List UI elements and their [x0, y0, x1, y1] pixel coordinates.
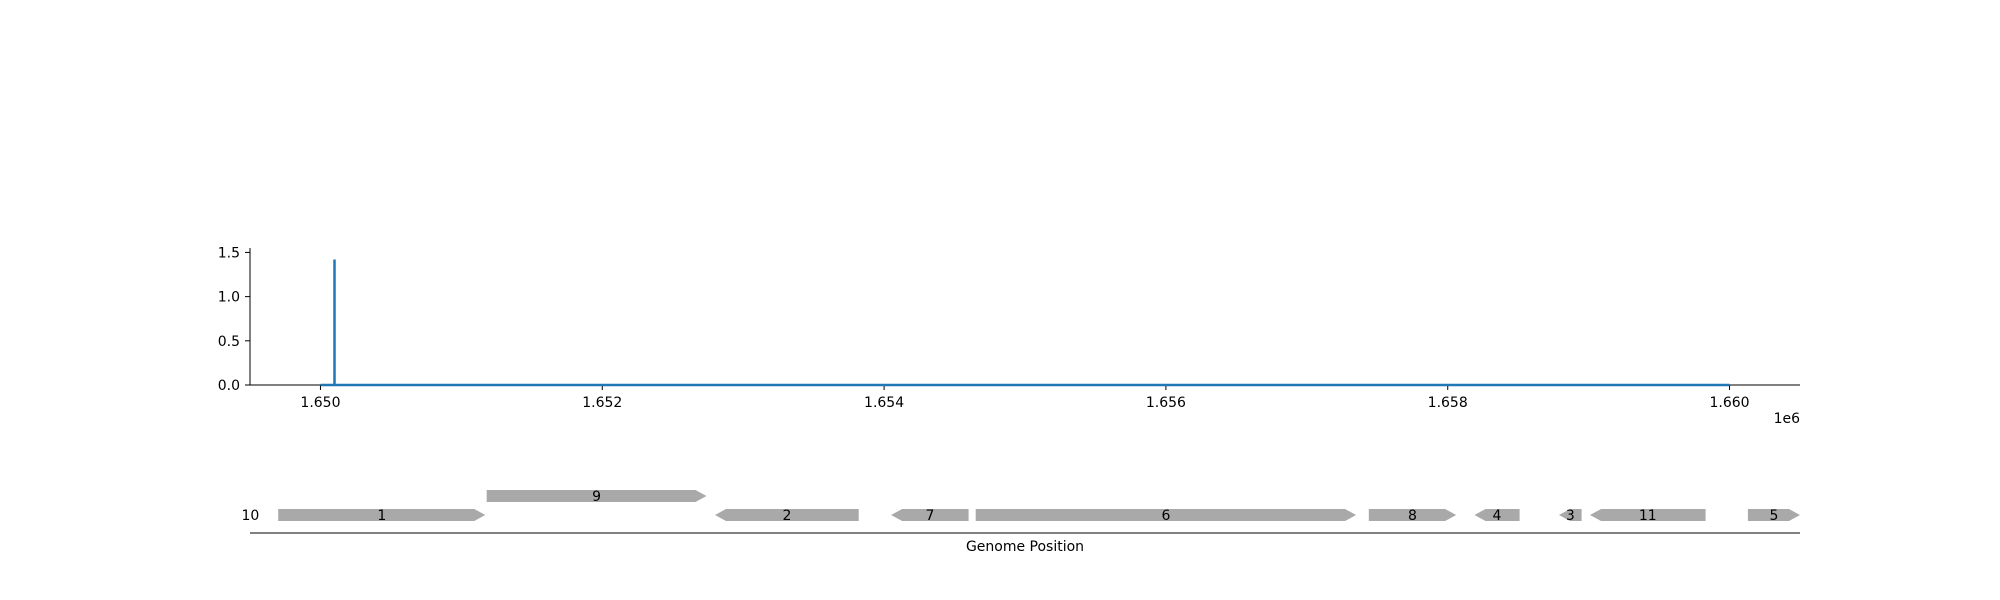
x-tick-label: 1.660 — [1709, 395, 1749, 411]
y-tick-label: 0.0 — [218, 378, 240, 394]
gene-feature-arrow — [1747, 509, 1800, 521]
gene-track: 10 1 9 2 7 6 8 4 3 11 5 Genome Position — [241, 489, 1800, 555]
x-axis-label: Genome Position — [966, 539, 1084, 555]
x-tick-label: 1.656 — [1146, 395, 1186, 411]
features-layer: 10 1 9 2 7 6 8 4 3 11 5 — [241, 489, 1800, 524]
x-tick-label: 1.658 — [1428, 395, 1468, 411]
y-tick-label: 1.0 — [218, 290, 240, 306]
gene-feature-label: 3 — [1566, 508, 1575, 524]
y-tick-label: 1.5 — [218, 245, 240, 261]
gene-feature-arrow — [891, 509, 969, 521]
gene-feature-arrow — [278, 509, 486, 521]
gene-feature-label: 9 — [592, 489, 601, 505]
gene-feature-label: 6 — [1161, 508, 1170, 524]
gene-feature-label: 11 — [1639, 508, 1657, 524]
gene-feature-arrow — [1559, 509, 1582, 521]
x-offset-label: 1e6 — [1774, 411, 1801, 427]
gene-feature-label: 8 — [1408, 508, 1417, 524]
gene-feature-label: 10 — [241, 508, 259, 524]
gene-feature-label: 4 — [1493, 508, 1502, 524]
gene-feature-label: 2 — [782, 508, 791, 524]
y-tick-label: 0.5 — [218, 334, 240, 350]
gene-feature-arrow — [486, 490, 707, 502]
gene-feature-label: 7 — [925, 508, 934, 524]
coverage-line — [320, 259, 1730, 387]
x-ticks: 1.650 1.652 1.654 1.656 1.658 1.660 — [300, 385, 1750, 411]
coverage-plot: 0.00.51.01.5 1.650 1.652 1.654 1.656 1.658 1.… — [218, 245, 1800, 427]
gene-feature-label: 1 — [377, 508, 386, 524]
gene-feature-arrow — [1474, 509, 1520, 521]
gene-feature-arrow — [715, 509, 859, 521]
gene-feature-arrow — [1368, 509, 1457, 521]
y-ticks: 0.0 0.5 1.0 1.5 — [218, 245, 250, 394]
x-tick-label: 1.650 — [300, 395, 340, 411]
series-layer — [320, 259, 1730, 387]
gene-feature-arrow — [975, 509, 1357, 521]
x-tick-label: 1.654 — [864, 395, 904, 411]
x-tick-label: 1.652 — [582, 395, 622, 411]
gene-feature-label: 5 — [1769, 508, 1778, 524]
gene-feature-arrow — [1590, 509, 1706, 521]
